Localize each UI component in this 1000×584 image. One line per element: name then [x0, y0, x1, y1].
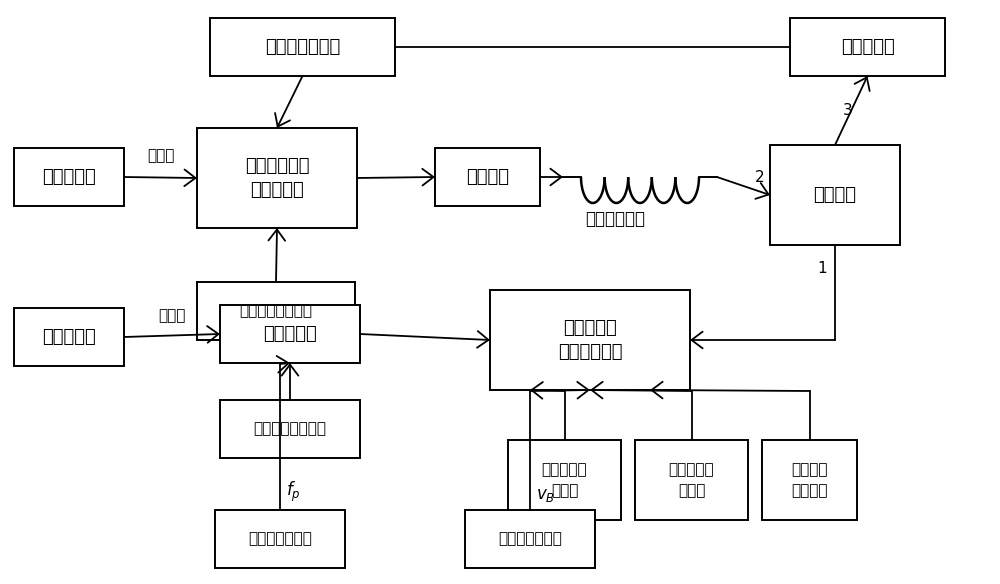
Bar	[635, 440, 748, 520]
Bar	[14, 148, 124, 206]
Text: 第五直流稳压电源: 第五直流稳压电源	[240, 304, 312, 318]
Text: 上支路: 上支路	[147, 148, 174, 163]
Bar	[220, 305, 360, 363]
Text: 矢量网络分析仪: 矢量网络分析仪	[265, 38, 340, 56]
Text: 下支路: 下支路	[158, 308, 186, 323]
Bar	[770, 145, 900, 245]
Bar	[435, 148, 540, 206]
Bar	[215, 510, 345, 568]
Bar	[197, 128, 357, 228]
Text: 光电探测器: 光电探测器	[841, 38, 894, 56]
Text: 第三直流
稳压电源: 第三直流 稳压电源	[791, 462, 828, 498]
Text: 2: 2	[754, 170, 764, 185]
Bar	[197, 282, 355, 340]
Text: 第一直流稳
压电源: 第一直流稳 压电源	[542, 462, 587, 498]
Text: 双驱动马赫曾
德尔调制器: 双驱动马赫曾 德尔调制器	[245, 157, 309, 200]
Text: 光环形器: 光环形器	[814, 186, 856, 204]
Text: 第四直流稳压电源: 第四直流稳压电源	[254, 422, 326, 436]
Text: 第二微波信号源: 第二微波信号源	[498, 531, 562, 547]
Text: 3: 3	[843, 103, 853, 118]
Text: 第二直流稳
压电源: 第二直流稳 压电源	[669, 462, 714, 498]
Text: 双平行马赫
曾德尔调制器: 双平行马赫 曾德尔调制器	[558, 318, 622, 361]
Bar	[490, 290, 690, 390]
Bar	[762, 440, 857, 520]
Bar	[210, 18, 395, 76]
Text: 高非线性光纤: 高非线性光纤	[585, 210, 645, 228]
Bar	[465, 510, 595, 568]
Bar	[508, 440, 621, 520]
Text: 光隔离器: 光隔离器	[466, 168, 509, 186]
Text: $v_B$: $v_B$	[536, 486, 555, 504]
Text: 第一激光器: 第一激光器	[42, 168, 96, 186]
Bar	[220, 400, 360, 458]
Text: 1: 1	[817, 261, 827, 276]
Text: $f_p$: $f_p$	[286, 480, 301, 504]
Text: 第二激光器: 第二激光器	[42, 328, 96, 346]
Bar	[14, 308, 124, 366]
Text: 第一微波信号源: 第一微波信号源	[248, 531, 312, 547]
Bar	[790, 18, 945, 76]
Text: 强度调制器: 强度调制器	[263, 325, 317, 343]
